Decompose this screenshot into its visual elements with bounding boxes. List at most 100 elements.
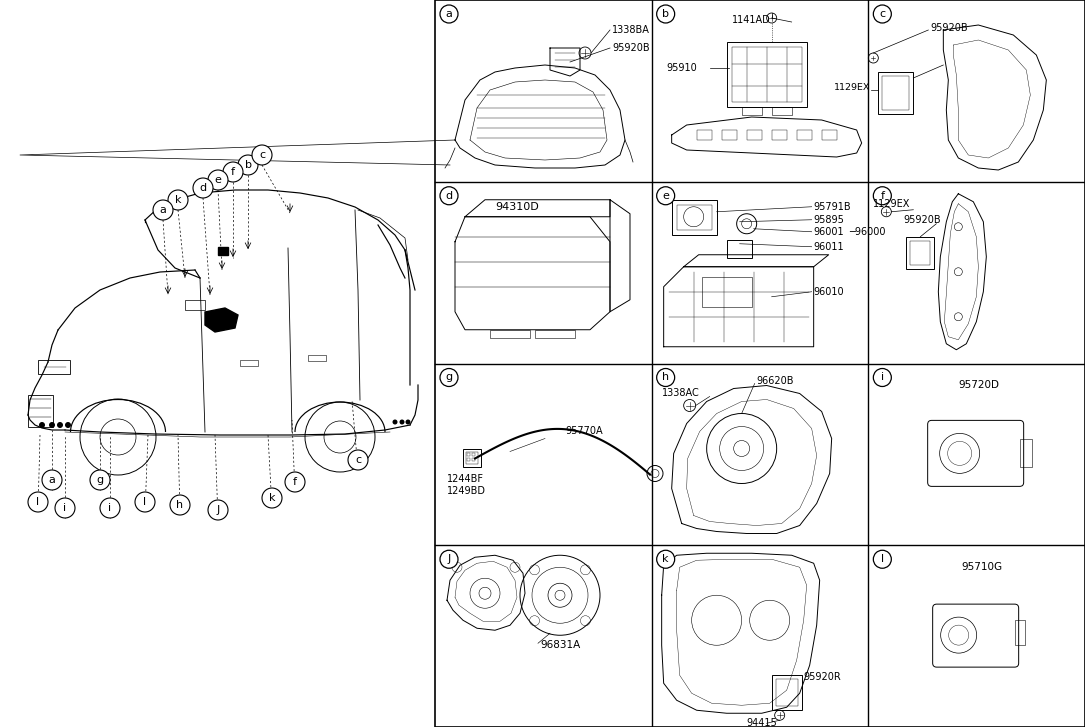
Text: k: k [175, 195, 181, 205]
Bar [472, 452, 475, 456]
Bar [882, 76, 909, 110]
Bar [467, 457, 470, 460]
Circle shape [873, 187, 892, 205]
Text: d: d [446, 190, 452, 201]
Text: i: i [881, 372, 884, 382]
Text: 95920B: 95920B [904, 214, 941, 225]
Bar [910, 241, 930, 265]
Circle shape [873, 550, 892, 569]
Bar [435, 0, 1085, 727]
Polygon shape [218, 247, 228, 255]
Bar [1020, 439, 1032, 467]
Text: J: J [216, 505, 219, 515]
Bar [672, 200, 717, 235]
Text: 95920B: 95920B [612, 43, 650, 53]
Circle shape [153, 200, 173, 220]
Text: 95791B: 95791B [814, 202, 852, 212]
Circle shape [656, 5, 675, 23]
Text: b: b [244, 160, 252, 170]
Circle shape [193, 178, 213, 198]
Bar [28, 395, 53, 427]
Text: 95895: 95895 [814, 214, 844, 225]
Text: c: c [879, 9, 885, 19]
Text: 94415: 94415 [746, 718, 778, 727]
Circle shape [28, 492, 48, 512]
Text: l: l [881, 554, 884, 564]
Circle shape [224, 162, 243, 182]
Circle shape [399, 419, 405, 425]
Text: f: f [231, 167, 235, 177]
Text: ─96000: ─96000 [848, 227, 885, 237]
Bar [821, 130, 837, 140]
Circle shape [58, 422, 63, 428]
Text: c: c [259, 150, 265, 160]
Text: b: b [662, 9, 669, 19]
Text: h: h [177, 500, 183, 510]
Text: l: l [37, 497, 39, 507]
Bar [776, 679, 797, 706]
Bar [727, 240, 752, 258]
Circle shape [441, 5, 458, 23]
Circle shape [208, 500, 228, 520]
Circle shape [406, 419, 410, 425]
Text: a: a [446, 9, 452, 19]
Polygon shape [205, 308, 238, 332]
Circle shape [656, 369, 675, 387]
Circle shape [90, 470, 110, 490]
Bar [702, 277, 752, 307]
Circle shape [170, 495, 190, 515]
Bar [722, 130, 737, 140]
Circle shape [873, 5, 892, 23]
Bar [742, 107, 762, 115]
Text: 96011: 96011 [814, 242, 844, 252]
Text: f: f [880, 190, 884, 201]
Bar [472, 457, 475, 460]
Text: 95910: 95910 [666, 63, 698, 73]
Bar [771, 107, 792, 115]
Text: a: a [159, 205, 166, 215]
Text: f: f [293, 477, 297, 487]
Circle shape [49, 422, 55, 428]
Circle shape [55, 498, 75, 518]
Text: g: g [97, 475, 103, 485]
Circle shape [168, 190, 188, 210]
Text: l: l [143, 497, 146, 507]
Text: i: i [108, 503, 112, 513]
Circle shape [656, 187, 675, 205]
Bar [463, 449, 481, 467]
Bar [727, 42, 806, 107]
Text: 95770A: 95770A [565, 427, 602, 436]
Circle shape [441, 550, 458, 569]
Text: i: i [63, 503, 66, 513]
Text: 94310D: 94310D [495, 202, 539, 212]
Bar [308, 355, 326, 361]
Text: k: k [269, 493, 276, 503]
Text: 95710G: 95710G [961, 562, 1003, 572]
Circle shape [261, 488, 282, 508]
Bar [465, 451, 478, 464]
Circle shape [441, 187, 458, 205]
Text: e: e [662, 190, 669, 201]
Bar [677, 205, 712, 230]
Bar [535, 330, 575, 338]
Bar [731, 47, 802, 102]
Text: 1129EX: 1129EX [873, 198, 910, 209]
Text: c: c [355, 455, 361, 465]
Bar [186, 300, 205, 310]
Text: 96001: 96001 [814, 227, 844, 237]
Text: 95720D: 95720D [959, 380, 999, 390]
Bar [240, 360, 258, 366]
Circle shape [656, 550, 675, 569]
Circle shape [135, 492, 155, 512]
Circle shape [238, 155, 258, 175]
Text: g: g [446, 372, 452, 382]
Bar [490, 330, 529, 338]
Text: e: e [215, 175, 221, 185]
Bar [771, 130, 787, 140]
Bar [796, 130, 812, 140]
Text: 95920R: 95920R [804, 672, 841, 682]
Circle shape [252, 145, 272, 165]
Circle shape [441, 369, 458, 387]
Circle shape [393, 419, 397, 425]
Text: k: k [663, 554, 669, 564]
